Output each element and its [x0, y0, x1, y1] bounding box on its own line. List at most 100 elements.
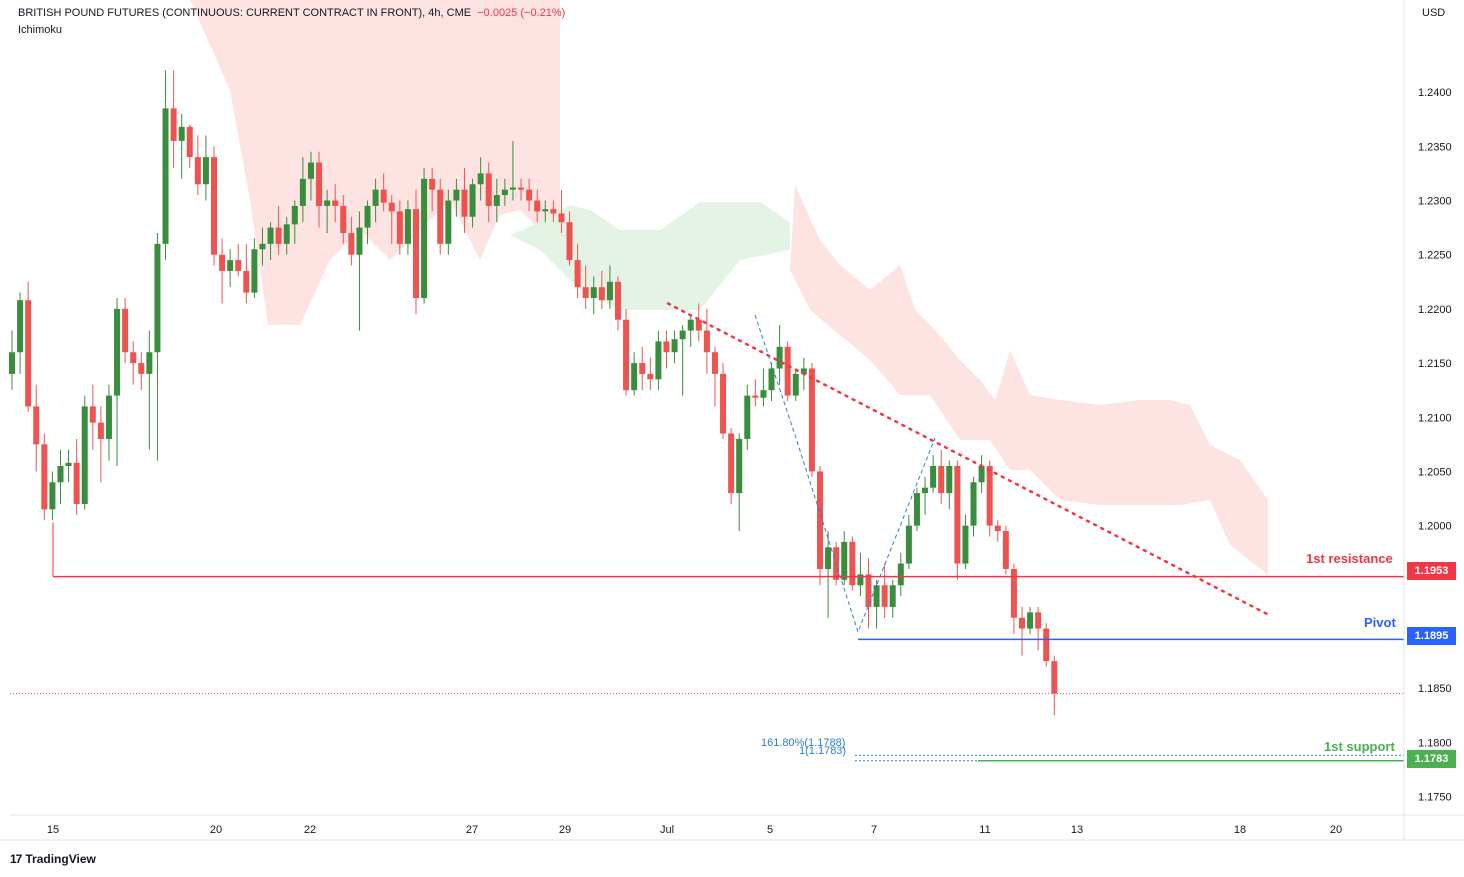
x-tick-label: 5	[767, 824, 773, 836]
tradingview-logo[interactable]: 17 TradingView	[10, 852, 96, 866]
support-label: 1st support	[1324, 739, 1395, 754]
y-tick-label: 1.1850	[1418, 683, 1452, 695]
candle-body	[122, 309, 128, 352]
candle-body	[550, 209, 556, 213]
candle-body	[227, 260, 233, 271]
candle-body	[17, 300, 23, 352]
candle-body	[1035, 612, 1041, 628]
candle-body	[655, 341, 661, 379]
candle-body	[179, 127, 185, 141]
candle-body	[235, 260, 241, 271]
candle-body	[914, 493, 920, 526]
candle-body	[663, 341, 669, 352]
candle-body	[284, 224, 290, 244]
price-change: −0.0025 (−0.21%)	[477, 7, 565, 19]
candle-body	[163, 108, 169, 243]
candle-body	[308, 163, 314, 179]
x-tick-label: 20	[1330, 824, 1342, 836]
candle-body	[817, 471, 823, 569]
candle-body	[373, 190, 379, 206]
candle-body	[1019, 618, 1025, 629]
candle-body	[437, 190, 443, 244]
candle-body	[809, 368, 815, 471]
candle-body	[478, 173, 484, 184]
candle-body	[680, 331, 686, 340]
candle-body	[98, 423, 104, 439]
candle-body	[728, 434, 734, 494]
currency-label[interactable]: USD	[1422, 7, 1445, 19]
candle-body	[106, 396, 112, 439]
candle-body	[946, 466, 952, 493]
x-tick-label: 18	[1234, 824, 1246, 836]
candle-body	[849, 542, 855, 585]
candle-body	[25, 300, 31, 406]
candle-body	[171, 108, 177, 141]
candle-body	[413, 209, 419, 298]
resistance-label: 1st resistance	[1306, 551, 1393, 566]
y-tick-label: 1.1800	[1418, 737, 1452, 749]
candle-body	[49, 482, 55, 509]
candle-body	[90, 406, 96, 422]
x-tick-label: Jul	[660, 824, 674, 836]
candle-body	[251, 249, 257, 292]
candle-body	[777, 347, 783, 369]
candle-body	[405, 209, 411, 244]
x-tick-label: 20	[210, 824, 222, 836]
candle-body	[518, 187, 524, 189]
candle-body	[130, 352, 136, 363]
candle-body	[276, 228, 282, 244]
x-tick-label: 11	[979, 824, 990, 836]
candle-body	[41, 444, 47, 509]
candle-body	[995, 526, 1001, 531]
candle-body	[922, 488, 928, 493]
candle-body	[1043, 629, 1049, 662]
candle-body	[971, 482, 977, 525]
candle-body	[74, 463, 80, 504]
candle-body	[146, 352, 152, 374]
candle-body	[1051, 661, 1057, 694]
candle-body	[987, 466, 993, 526]
candle-body	[906, 526, 912, 564]
candle-body	[203, 157, 209, 184]
candle-body	[534, 200, 540, 211]
candle-body	[429, 179, 435, 190]
y-tick-label: 1.1750	[1418, 792, 1452, 804]
branding-text: TradingView	[25, 852, 95, 866]
fib-base-label: 1(1.1783)	[799, 745, 846, 757]
interval: 4h	[428, 7, 440, 19]
resistance-price-badge: 1.1953	[1407, 562, 1456, 580]
candle-body	[583, 287, 589, 298]
y-tick-label: 1.2400	[1418, 87, 1452, 99]
indicator-label[interactable]: Ichimoku	[18, 24, 62, 36]
candle-body	[365, 206, 371, 228]
candle-body	[470, 184, 476, 217]
candle-body	[421, 179, 427, 298]
candle-body	[33, 406, 39, 444]
candle-body	[639, 363, 645, 374]
y-tick-label: 1.2350	[1418, 141, 1452, 153]
candle-body	[882, 585, 888, 607]
candle-body	[865, 574, 871, 607]
candle-body	[760, 390, 766, 398]
x-tick-label: 29	[559, 824, 571, 836]
candle-body	[720, 374, 726, 434]
candle-body	[841, 542, 847, 580]
candle-body	[510, 187, 516, 189]
candle-body	[704, 331, 710, 353]
cloud-bull-segment	[510, 202, 790, 310]
x-tick-label: 22	[304, 824, 316, 836]
candle-body	[494, 195, 500, 206]
candle-body	[445, 200, 451, 243]
candle-body	[979, 466, 985, 482]
candle-body	[890, 585, 896, 607]
axes: 1.24001.23501.23001.22501.22001.21501.21…	[0, 0, 1464, 840]
candle-body	[461, 190, 467, 217]
candle-body	[526, 190, 532, 201]
candle-body	[954, 466, 960, 564]
y-tick-label: 1.2100	[1418, 412, 1452, 424]
candle-body	[575, 260, 581, 287]
candle-body	[324, 200, 330, 205]
candle-body	[397, 211, 403, 244]
candle-body	[243, 271, 249, 293]
